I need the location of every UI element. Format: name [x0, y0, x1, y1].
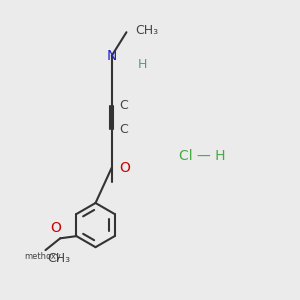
Text: Cl — H: Cl — H — [179, 149, 226, 163]
Text: CH₃: CH₃ — [135, 24, 158, 37]
Text: methoxy: methoxy — [24, 252, 61, 261]
Text: O: O — [50, 221, 61, 236]
Text: O: O — [119, 161, 130, 175]
Text: N: N — [106, 49, 117, 63]
Text: C: C — [119, 123, 128, 136]
Text: CH₃: CH₃ — [47, 252, 70, 265]
Text: H: H — [138, 58, 148, 71]
Text: C: C — [119, 99, 128, 112]
